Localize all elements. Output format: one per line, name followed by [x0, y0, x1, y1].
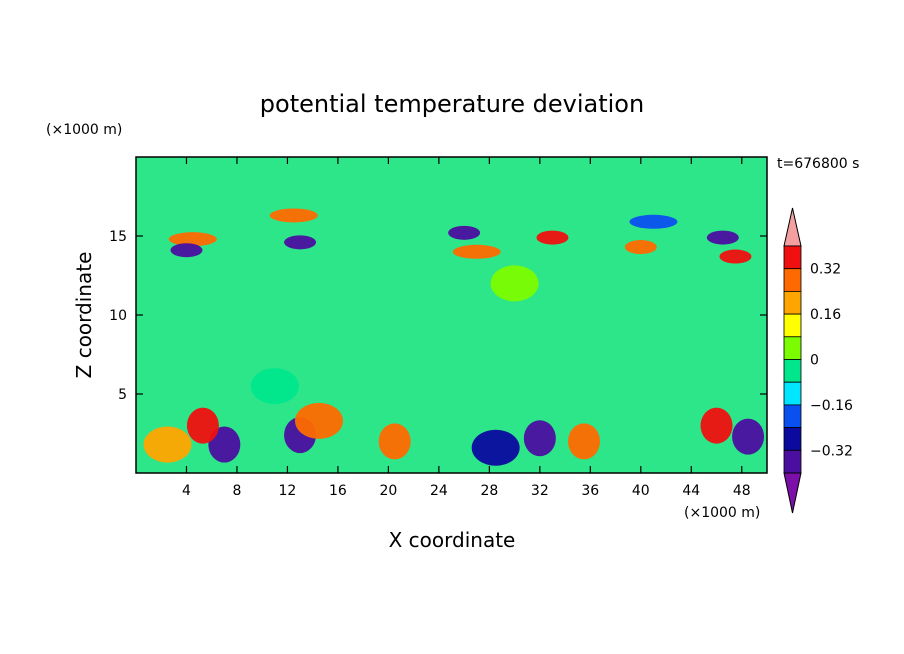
field-feature-14: [378, 423, 411, 460]
colorbar-band: [783, 290, 802, 315]
field-feature-3: [170, 243, 203, 258]
field-feature-13: [208, 426, 241, 463]
field-feature-4: [452, 244, 501, 259]
y-tick-label: 15: [109, 229, 127, 245]
plot-background: [136, 157, 767, 473]
colorbar-band: [783, 427, 802, 451]
field-feature-10: [706, 230, 739, 245]
colorbar-tick-label: 0.32: [810, 262, 841, 278]
x-axis-label: X coordinate: [389, 528, 516, 552]
field-feature-2: [284, 235, 317, 250]
colorbar-band: [783, 268, 802, 292]
x-tick-label: 12: [279, 483, 297, 499]
x-tick-label: 40: [632, 483, 650, 499]
y-axis-label: Z coordinate: [72, 252, 96, 379]
field-feature-5: [536, 230, 569, 245]
colorbar-min-triangle: [783, 472, 802, 514]
y-tick-label: 5: [118, 387, 127, 403]
field-feature-9: [629, 214, 678, 229]
field-feature-0: [168, 232, 217, 247]
field-feature-20: [186, 407, 219, 444]
colorbar: 0.32 0.16 0 −0.16 −0.32: [783, 207, 853, 514]
x-tick-label: 4: [182, 483, 191, 499]
x-tick-label: 24: [430, 483, 448, 499]
colorbar-band: [783, 381, 802, 406]
colorbar-band: [783, 404, 802, 428]
field-feature-22: [250, 368, 299, 405]
colorbar-band: [783, 449, 802, 474]
colorbar-band: [783, 313, 802, 338]
colorbar-tick-label: 0: [810, 353, 819, 369]
field-feature-8: [448, 225, 481, 240]
x-tick-label: 44: [682, 483, 700, 499]
x-axis-ticks: 4 8 12 16 20 24 28 32 36 40 44 48: [182, 157, 751, 499]
field-feature-17: [471, 429, 520, 466]
field-layer: [143, 208, 765, 466]
y-axis-ticks: 5 10 15: [109, 229, 767, 403]
x-tick-label: 36: [581, 483, 599, 499]
field-feature-23: [490, 265, 539, 302]
field-feature-1: [269, 208, 318, 223]
y-unit-label: (×1000 m): [46, 122, 122, 138]
colorbar-tick-label: −0.32: [810, 443, 853, 459]
field-feature-16: [523, 420, 556, 457]
field-feature-7: [719, 249, 752, 264]
x-tick-label: 20: [379, 483, 397, 499]
x-unit-label: (×1000 m): [684, 505, 760, 521]
x-tick-label: 32: [531, 483, 549, 499]
chart-title: potential temperature deviation: [260, 90, 644, 118]
field-feature-6: [624, 240, 657, 255]
colorbar-max-triangle: [783, 207, 802, 247]
field-feature-12: [143, 426, 192, 463]
y-tick-label: 10: [109, 308, 127, 324]
field-feature-15: [568, 423, 601, 460]
x-tick-label: 8: [232, 483, 241, 499]
colorbar-band: [783, 359, 802, 383]
x-tick-label: 48: [733, 483, 751, 499]
field-feature-21: [294, 402, 343, 439]
time-label: t=676800 s: [777, 156, 859, 172]
colorbar-band: [783, 245, 802, 270]
field-feature-18: [732, 418, 765, 455]
x-tick-label: 28: [480, 483, 498, 499]
colorbar-tick-label: 0.16: [810, 307, 841, 323]
x-tick-label: 16: [329, 483, 347, 499]
colorbar-band: [783, 336, 802, 360]
field-feature-19: [700, 407, 733, 444]
colorbar-tick-label: −0.16: [810, 398, 853, 414]
